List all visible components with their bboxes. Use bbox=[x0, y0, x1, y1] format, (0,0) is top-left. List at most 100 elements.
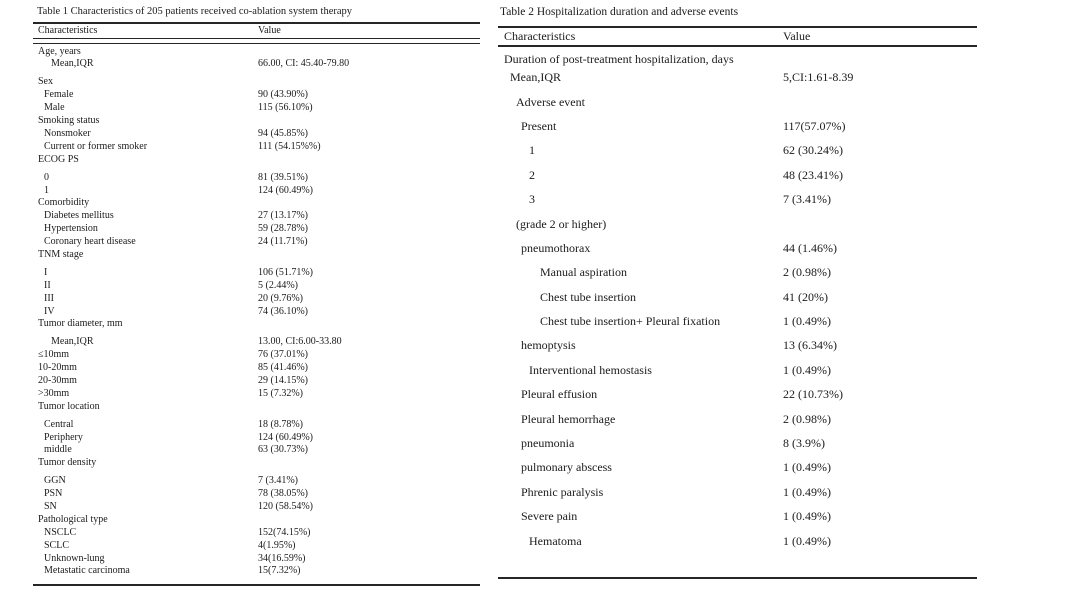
table-row: 10-20mm 85 (41.46%) bbox=[33, 362, 480, 375]
row-label: Hematoma bbox=[529, 533, 582, 548]
row-value: 1 (0.49%) bbox=[783, 314, 831, 329]
row-label: Sex bbox=[38, 76, 53, 88]
row-value: 4(1.95%) bbox=[258, 539, 296, 551]
table-row: Periphery 124 (60.49%) bbox=[33, 432, 480, 445]
row-label: Metastatic carcinoma bbox=[44, 565, 130, 577]
row-label: pneumonia bbox=[521, 436, 575, 451]
row-label: Nonsmoker bbox=[44, 127, 91, 139]
row-label: Comorbidity bbox=[38, 197, 90, 209]
row-label: hemoptysis bbox=[521, 338, 576, 353]
row-value: 124 (60.49%) bbox=[258, 431, 313, 443]
table-row: Duration of post-treatment hospitalizati… bbox=[498, 49, 977, 68]
row-label: III bbox=[44, 292, 54, 304]
row-value: 1 (0.49%) bbox=[783, 509, 831, 524]
table-row: Phrenic paralysis 1 (0.49%) bbox=[498, 483, 977, 507]
row-label: I bbox=[44, 266, 48, 278]
table-row: middle 63 (30.73%) bbox=[33, 444, 480, 457]
row-label: 1 bbox=[44, 184, 49, 196]
table2-top-rule bbox=[498, 26, 977, 28]
table-row: Nonsmoker 94 (45.85%) bbox=[33, 128, 480, 141]
table-row: Unknown-lung 34(16.59%) bbox=[33, 553, 480, 566]
row-value: 13.00, CI:6.00-33.80 bbox=[258, 336, 342, 348]
row-label: TNM stage bbox=[38, 248, 84, 260]
row-value: 124 (60.49%) bbox=[258, 184, 313, 196]
row-value: 1 (0.49%) bbox=[783, 533, 831, 548]
table-row: 3 7 (3.41%) bbox=[498, 190, 977, 214]
row-label: Tumor diameter, mm bbox=[38, 318, 123, 330]
row-value: 78 (38.05%) bbox=[258, 488, 308, 500]
row-value: 18 (8.78%) bbox=[258, 418, 303, 430]
row-label: pulmonary abscess bbox=[521, 460, 612, 475]
row-value: 62 (30.24%) bbox=[783, 143, 843, 158]
table2-header-rule bbox=[498, 45, 977, 48]
table-row: ≤10mm 76 (37.01%) bbox=[33, 349, 480, 362]
table-row: SN 120 (58.54%) bbox=[33, 501, 480, 514]
row-label: Hypertension bbox=[44, 223, 98, 235]
table-row: 2 48 (23.41%) bbox=[498, 166, 977, 190]
row-label: Male bbox=[44, 102, 65, 114]
table-row: Comorbidity bbox=[33, 197, 480, 210]
row-label: Chest tube insertion+ Pleural fixation bbox=[540, 314, 721, 329]
row-value: 2 (0.98%) bbox=[783, 411, 831, 426]
table2-hospitalization-adverse-events: Table 2 Hospitalization duration and adv… bbox=[498, 6, 977, 579]
row-value: 66.00, CI: 45.40-79.80 bbox=[258, 58, 350, 70]
table-row: Diabetes mellitus 27 (13.17%) bbox=[33, 210, 480, 223]
row-value: 115 (56.10%) bbox=[258, 102, 313, 114]
table-row: Tumor diameter, mm bbox=[33, 318, 480, 331]
row-label: Pleural effusion bbox=[521, 387, 598, 402]
row-label: Tumor location bbox=[38, 400, 100, 412]
row-label: Interventional hemostasis bbox=[529, 362, 652, 377]
row-value: 152(74.15%) bbox=[258, 526, 311, 538]
table-row: I 106 (51.71%) bbox=[33, 267, 480, 280]
table-row: 0 81 (39.51%) bbox=[33, 172, 480, 185]
row-label: Diabetes mellitus bbox=[44, 210, 114, 222]
row-value: 59 (28.78%) bbox=[258, 223, 308, 235]
row-label: Duration of post-treatment hospitalizati… bbox=[504, 52, 734, 67]
table1-header-rule bbox=[33, 37, 480, 44]
row-label: Mean,IQR bbox=[51, 58, 94, 70]
row-value: 90 (43.90%) bbox=[258, 89, 308, 101]
table-row: Female 90 (43.90%) bbox=[33, 89, 480, 102]
table-row: 1 62 (30.24%) bbox=[498, 141, 977, 165]
row-value: 63 (30.73%) bbox=[258, 444, 308, 456]
table-row: Current or former smoker 111 (54.15%%) bbox=[33, 141, 480, 154]
table-row: >30mm 15 (7.32%) bbox=[33, 388, 480, 401]
table1-title: Table 1 Characteristics of 205 patients … bbox=[37, 6, 353, 17]
table-row: pneumothorax 44 (1.46%) bbox=[498, 239, 977, 263]
row-label: 10-20mm bbox=[38, 362, 77, 374]
row-value: 7 (3.41%) bbox=[258, 475, 298, 487]
table1-patient-characteristics: Table 1 Characteristics of 205 patients … bbox=[33, 6, 480, 586]
table1-col-value: Value bbox=[258, 24, 281, 36]
table-row: Manual aspiration 2 (0.98%) bbox=[498, 263, 977, 287]
row-label: PSN bbox=[44, 488, 63, 500]
row-value: 5,CI:1.61-8.39 bbox=[783, 70, 854, 85]
row-value: 29 (14.15%) bbox=[258, 374, 308, 386]
row-value: 74 (36.10%) bbox=[258, 305, 308, 317]
row-label: 20-30mm bbox=[38, 374, 77, 386]
row-label: Current or former smoker bbox=[44, 140, 148, 152]
table-row: pulmonary abscess 1 (0.49%) bbox=[498, 458, 977, 482]
row-label: Coronary heart disease bbox=[44, 236, 136, 248]
table-row: Metastatic carcinoma 15(7.32%) bbox=[33, 565, 480, 578]
table-row: hemoptysis 13 (6.34%) bbox=[498, 336, 977, 360]
row-value: 44 (1.46%) bbox=[783, 240, 837, 255]
table-row: Tumor location bbox=[33, 401, 480, 414]
row-value: 5 (2.44%) bbox=[258, 279, 298, 291]
table1-rows: Age, years Mean,IQR 66.00, CI: 45.40-79.80… bbox=[33, 44, 480, 579]
table-row: Hematoma 1 (0.49%) bbox=[498, 532, 977, 556]
table2-title: Table 2 Hospitalization duration and adv… bbox=[500, 6, 739, 18]
row-label: ≤10mm bbox=[38, 349, 70, 361]
table-row: 20-30mm 29 (14.15%) bbox=[33, 375, 480, 388]
row-value: 76 (37.01%) bbox=[258, 349, 308, 361]
table2-col-value: Value bbox=[783, 29, 811, 43]
row-label: 0 bbox=[44, 171, 49, 183]
row-label: SN bbox=[44, 500, 57, 512]
table-row: TNM stage bbox=[33, 249, 480, 262]
row-value: 81 (39.51%) bbox=[258, 171, 308, 183]
row-label: 2 bbox=[529, 167, 535, 182]
row-label: Female bbox=[44, 89, 74, 101]
table-row: Pleural effusion 22 (10.73%) bbox=[498, 385, 977, 409]
row-label: Mean,IQR bbox=[51, 336, 94, 348]
table2-header-row: Characteristics Value bbox=[498, 28, 977, 45]
row-value: 41 (20%) bbox=[783, 289, 828, 304]
